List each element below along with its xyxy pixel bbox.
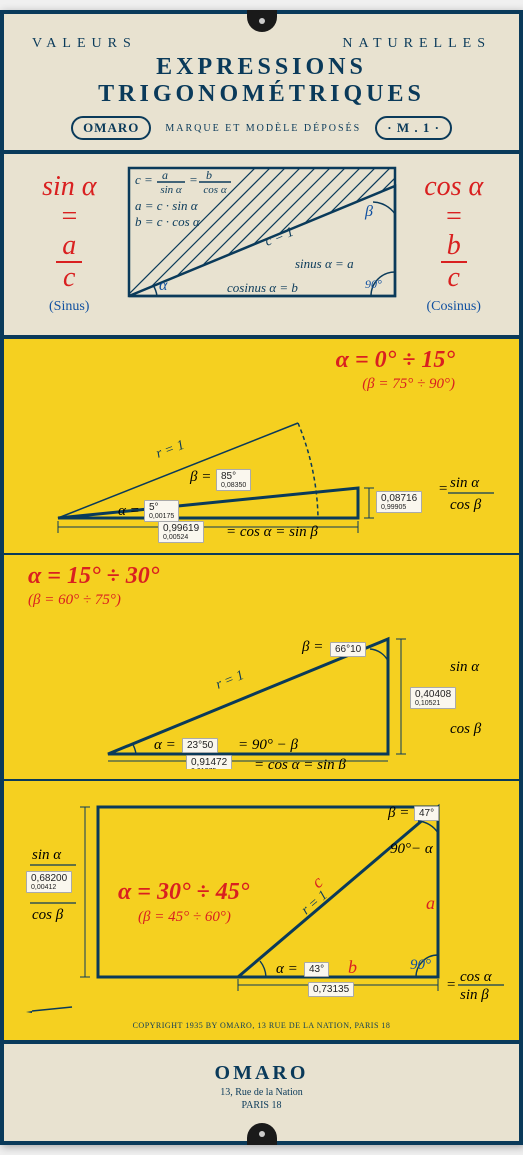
sin-formula: sin α = a c (Sinus)	[16, 172, 123, 314]
s3-alpha-range: α = 30° ÷ 45°	[118, 879, 250, 905]
s2-sin-window: 0,40408 0,10521	[410, 687, 456, 709]
formula-a: a = c · sin α	[135, 198, 199, 213]
hyp-label: c = 1	[262, 225, 295, 250]
sin-den: c	[56, 263, 82, 292]
svg-text:b: b	[206, 168, 212, 182]
section-30-45: c a b r = 1 β = 47° 90°− α 90° α = 43°	[4, 781, 519, 1040]
sin-eq: =	[16, 202, 123, 231]
svg-text:a: a	[162, 168, 168, 182]
s2-beta-window: 66°10	[330, 642, 366, 657]
header-row-valeurs: VALEURS NATURELLES	[32, 36, 491, 52]
s3-left-bot: cos β	[32, 907, 64, 923]
header-right: NATURELLES	[342, 36, 491, 52]
s3-br1: cos α	[460, 969, 493, 985]
s1-beta-range: (β = 75° ÷ 90°)	[18, 376, 455, 393]
s3-diagram: c a b r = 1 β = 47° 90°− α 90° α = 43°	[18, 789, 508, 1019]
cos-eq: =	[401, 202, 508, 231]
angle90-label: 90°	[365, 277, 382, 291]
s1-bottom: = cos α = sin β	[226, 524, 318, 540]
sin-frac: a c	[56, 231, 82, 292]
yellow-sections: α = 0° ÷ 15° (β = 75° ÷ 90°) r = 1 β = 8…	[4, 335, 519, 1040]
section-0-15: α = 0° ÷ 15° (β = 75° ÷ 90°) r = 1 β = 8…	[4, 339, 519, 555]
s1-alpha-lbl: α =	[118, 503, 140, 519]
deposit-text: MARQUE ET MODÈLE DÉPOSÉS	[165, 123, 361, 134]
copyright: COPYRIGHT 1935 BY OMARO, 13 RUE DE LA NA…	[18, 1019, 505, 1036]
footer-addr1: 13, Rue de la Nation	[4, 1087, 519, 1098]
s1-beta-window: 85° 0,08350	[216, 469, 251, 491]
cos-den: c	[441, 263, 467, 292]
s2-alpha-lbl: α =	[154, 737, 176, 753]
svg-text:a: a	[426, 893, 435, 913]
footer-brand: OMARO	[4, 1062, 519, 1085]
footer-addr2: PARIS 18	[4, 1100, 519, 1111]
svg-text:sin α: sin α	[160, 184, 182, 196]
section-15-30: α = 15° ÷ 30° (β = 60° ÷ 75°) r = 1 β = …	[4, 555, 519, 781]
header-left: VALEURS	[32, 36, 137, 52]
s3-alpha-window: 43°	[304, 962, 329, 977]
cos-num: b	[441, 231, 467, 262]
svg-text:cos α: cos α	[203, 184, 226, 196]
s1-right-top: sin α	[450, 475, 480, 491]
formula-b: b = c · cos α	[135, 214, 201, 229]
s2-right-top: sin α	[450, 659, 480, 675]
sinus-eq: sinus α = a	[295, 256, 354, 271]
s3-alpha-lbl: α =	[276, 961, 298, 977]
top-triangle-svg: c = a sin α = b cos α a = c · sin α b = …	[127, 166, 397, 321]
alpha-label: α	[159, 277, 168, 294]
model-oval: · M . 1 ·	[375, 116, 452, 140]
s3-90: 90°	[410, 957, 431, 973]
s3-beta-range: (β = 45° ÷ 60°)	[138, 909, 231, 925]
brand-oval: OMARO	[71, 116, 151, 140]
s1-alpha-window: 5° 0,00175	[144, 500, 179, 522]
cos-frac: b c	[441, 231, 467, 292]
sinus-label: (Sinus)	[16, 300, 123, 315]
s3-cos-window: 0,73135	[308, 982, 354, 997]
sin-num: a	[56, 231, 82, 262]
svg-text:c: c	[308, 872, 327, 892]
header: VALEURS NATURELLES EXPRESSIONS TRIGONOMÉ…	[4, 14, 519, 150]
svg-text:=: =	[189, 172, 198, 187]
s2-alpha-window: 23°50	[182, 738, 218, 753]
s2-r-label: r = 1	[214, 668, 246, 693]
s1-alpha-range: α = 0° ÷ 15°	[336, 347, 455, 373]
s3-beq: =	[446, 977, 456, 993]
svg-text:b: b	[348, 957, 357, 977]
s2-cos-window: 0,91472 0,01375	[186, 755, 232, 769]
s3-sin-window: 0,68200 0,00412	[26, 871, 72, 893]
slide-card: VALEURS NATURELLES EXPRESSIONS TRIGONOMÉ…	[0, 10, 523, 1145]
s2-right-bot: cos β	[450, 721, 482, 737]
pencil-icon	[26, 1007, 72, 1013]
cosinus-label: (Cosinus)	[401, 300, 508, 315]
s3-beta-window: 47°	[414, 806, 439, 821]
s2-alpha-range: α = 15° ÷ 30°	[28, 563, 159, 589]
s2-beta-lbl: β =	[301, 639, 323, 655]
top-formula-panel: sin α = a c (Sinus)	[4, 150, 519, 335]
cos-formula: cos α = b c (Cosinus)	[401, 172, 508, 314]
top-triangle-diagram: c = a sin α = b cos α a = c · sin α b = …	[127, 166, 397, 321]
s1-cos-window: 0,99619 0,00524	[158, 521, 204, 543]
s2-alpha-note: = 90° − β	[238, 737, 298, 753]
svg-text:=: =	[438, 481, 448, 497]
s2-bottom: = cos α = sin β	[254, 757, 346, 769]
s1-beta-lbl: β =	[189, 469, 211, 485]
s2-beta-range: (β = 60° ÷ 75°)	[28, 592, 505, 609]
header-row-brand: OMARO MARQUE ET MODÈLE DÉPOSÉS · M . 1 ·	[32, 116, 491, 140]
s3-left-top: sin α	[32, 847, 62, 863]
bottom-notch	[247, 1123, 277, 1145]
s1-diagram: r = 1 β = 85° 0,08350 α = 5° 0,00175	[18, 393, 508, 543]
s1-right-bot: cos β	[450, 497, 482, 513]
s1-sin-window: 0,08716 0,99905	[376, 491, 422, 513]
s3-90a: 90°− α	[390, 841, 434, 857]
s3-br2: sin β	[460, 987, 489, 1003]
sin-fn: sin α	[16, 172, 123, 201]
svg-text:c =: c =	[135, 172, 153, 187]
s1-r-label: r = 1	[154, 438, 186, 462]
header-title: EXPRESSIONS TRIGONOMÉTRIQUES	[32, 54, 491, 108]
cos-fn: cos α	[401, 172, 508, 201]
cosinus-eq: cosinus α = b	[227, 280, 298, 295]
beta-label: β	[364, 203, 373, 220]
s2-diagram: r = 1 β = 66°10 α = 23°50 = 90° − β sin	[18, 609, 508, 769]
s3-beta-lbl: β =	[387, 805, 409, 821]
